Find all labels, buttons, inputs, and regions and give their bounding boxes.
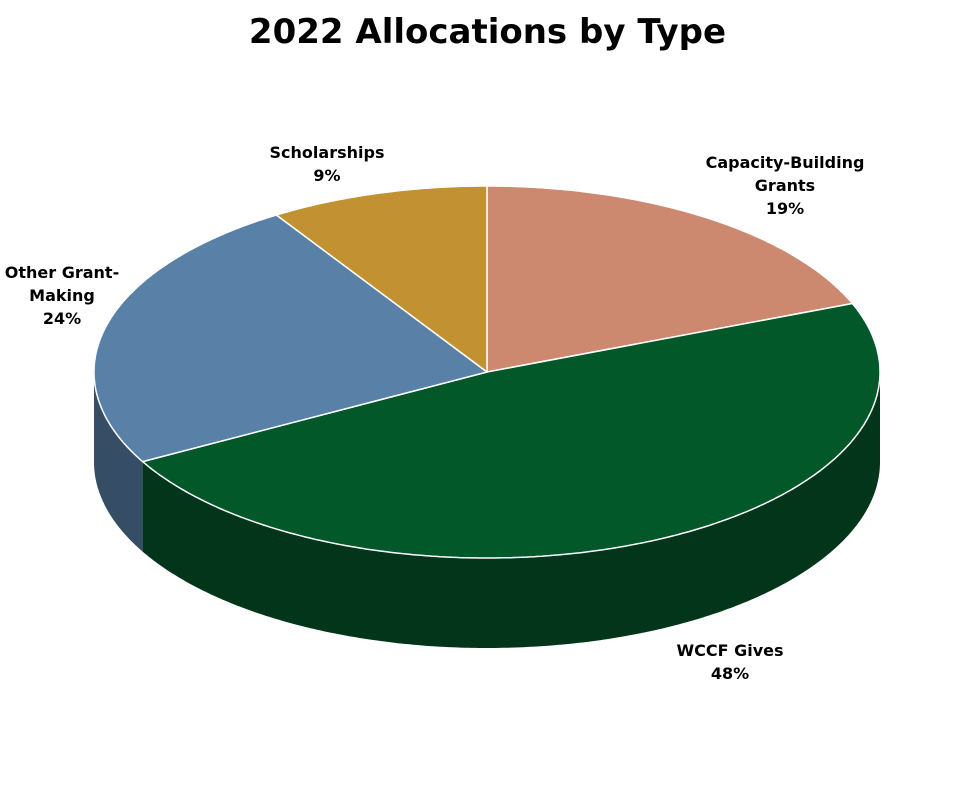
slice: [141, 302, 881, 559]
data-label: Capacity-Building Grants 19%: [690, 151, 880, 220]
data-label: WCCF Gives 48%: [660, 639, 800, 685]
slice: [486, 185, 854, 373]
category-label: Other Grant-Making: [4, 263, 120, 305]
data-label: Other Grant-Making 24%: [0, 261, 127, 330]
data-label: Scholarships 9%: [257, 141, 397, 187]
percent-label: 19%: [765, 199, 805, 218]
slice: [93, 214, 488, 463]
percent-label: 48%: [710, 664, 750, 683]
slice-side: [94, 372, 143, 552]
percent-label: 24%: [42, 309, 82, 328]
slice-side: [142, 372, 881, 648]
percent-label: 9%: [313, 166, 341, 185]
category-label: Capacity-Building Grants: [705, 153, 865, 195]
category-label: WCCF Gives: [676, 641, 784, 660]
slice: [275, 185, 488, 373]
category-label: Scholarships: [269, 143, 385, 162]
chart-title: 2022 Allocations by Type: [248, 12, 727, 52]
